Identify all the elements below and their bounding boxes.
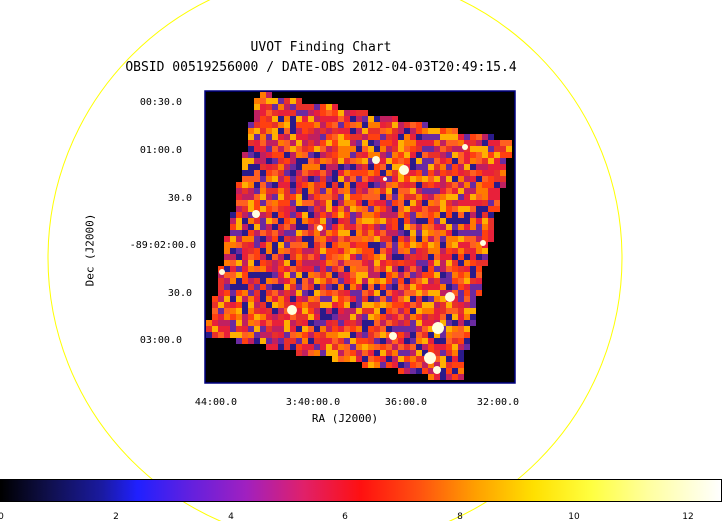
colorbar-tick: 8 (457, 512, 463, 522)
star-source (480, 240, 486, 246)
colorbar-tick: 10 (568, 512, 580, 522)
y-tick-label: 30.0 (167, 288, 192, 299)
y-axis-title: Dec (J2000) (83, 213, 97, 287)
uvot-image-tile (206, 92, 512, 380)
star-source (389, 332, 397, 340)
x-axis-title: RA (J2000) (311, 412, 379, 425)
y-tick-label: -89:02:00.0 (129, 240, 196, 251)
x-tick-label: 44:00.0 (194, 397, 238, 408)
colorbar-tick: 6 (342, 512, 348, 522)
y-tick-label: 03:00.0 (139, 335, 182, 346)
chart-title: UVOT Finding Chart (250, 40, 392, 55)
x-tick-label: 36:00.0 (384, 397, 428, 408)
colorbar-tick: 12 (682, 512, 694, 522)
field-of-view-circle (47, 0, 623, 521)
star-source (445, 292, 455, 302)
colorbar-tick: 0 (0, 512, 4, 522)
colorbar-tick: 2 (113, 512, 119, 522)
colorbar (0, 479, 722, 502)
star-source (399, 165, 409, 175)
star-sources (219, 144, 486, 374)
image-frame (204, 90, 516, 384)
star-source (433, 366, 441, 374)
star-source (424, 352, 436, 364)
star-source (372, 156, 380, 164)
y-tick-label: 00:30.0 (139, 97, 182, 108)
star-source (432, 322, 444, 334)
star-source (252, 210, 260, 218)
star-source (317, 225, 323, 231)
x-tick-label: 3:40:00.0 (285, 397, 341, 408)
colorbar-tick: 4 (228, 512, 234, 522)
x-tick-label: 32:00.0 (476, 397, 520, 408)
star-source (219, 269, 225, 275)
star-source (383, 177, 387, 181)
y-tick-label: 01:00.0 (139, 145, 182, 156)
y-tick-label: 30.0 (167, 193, 192, 204)
star-source (462, 144, 468, 150)
observation-subtitle: OBSID 00519256000 / DATE-OBS 2012-04-03T… (125, 60, 517, 75)
star-source (287, 305, 297, 315)
